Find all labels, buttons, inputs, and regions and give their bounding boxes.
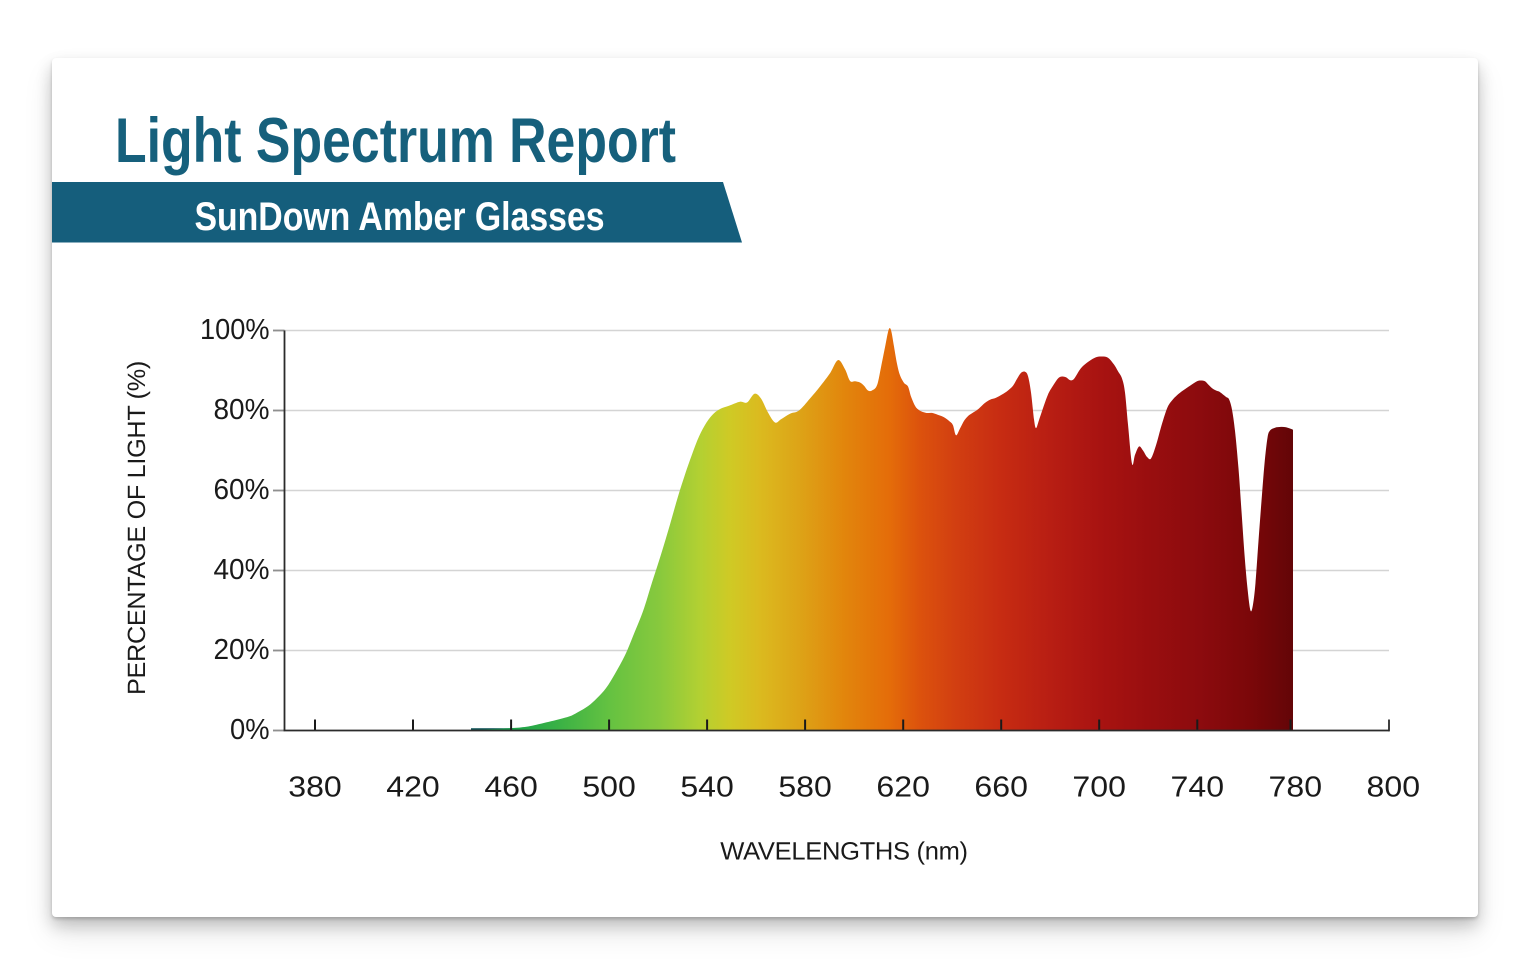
svg-text:100%: 100% xyxy=(200,314,270,346)
svg-text:460: 460 xyxy=(484,772,538,804)
svg-text:420: 420 xyxy=(386,772,440,804)
svg-text:40%: 40% xyxy=(214,554,270,586)
svg-text:800: 800 xyxy=(1367,772,1421,804)
svg-text:PERCENTAGE OF LIGHT (%): PERCENTAGE OF LIGHT (%) xyxy=(123,361,151,695)
svg-text:WAVELENGTHS (nm): WAVELENGTHS (nm) xyxy=(720,837,968,865)
svg-text:60%: 60% xyxy=(214,474,270,506)
svg-text:20%: 20% xyxy=(214,634,270,666)
svg-text:80%: 80% xyxy=(214,394,270,426)
svg-text:580: 580 xyxy=(778,772,832,804)
svg-text:0%: 0% xyxy=(230,714,270,746)
svg-text:500: 500 xyxy=(582,772,636,804)
svg-text:780: 780 xyxy=(1269,772,1323,804)
svg-text:660: 660 xyxy=(974,772,1028,804)
svg-text:740: 740 xyxy=(1171,772,1225,804)
svg-text:620: 620 xyxy=(876,772,930,804)
svg-text:380: 380 xyxy=(288,772,342,804)
svg-text:540: 540 xyxy=(680,772,734,804)
svg-text:700: 700 xyxy=(1072,772,1126,804)
